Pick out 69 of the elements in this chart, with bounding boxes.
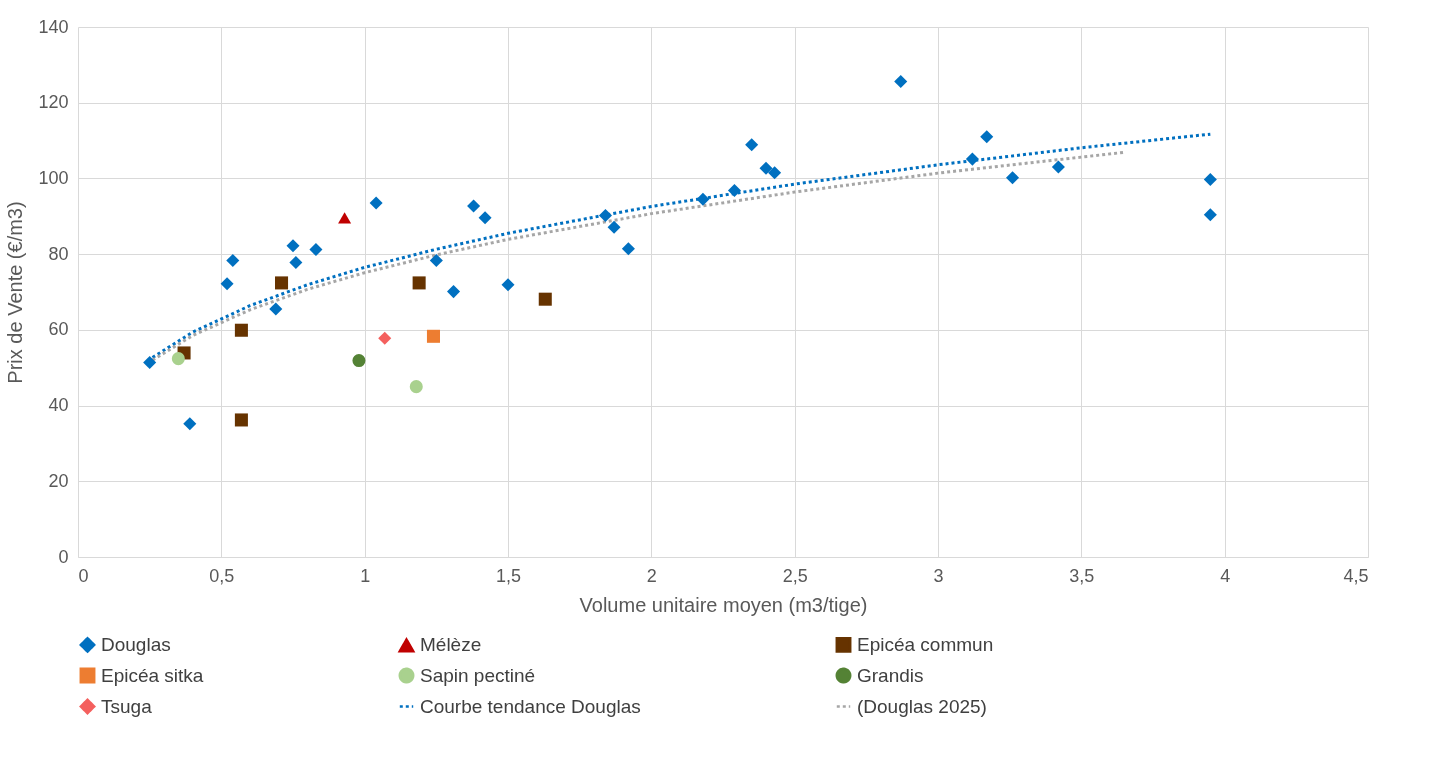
y-tick-label: 100 [38,167,69,188]
x-tick-label: 3,5 [1069,565,1095,586]
y-tick-label: 60 [48,319,69,340]
y-tick-label: 80 [48,243,69,264]
y-tick-label: 120 [38,92,69,113]
point [269,302,283,316]
y-tick-label: 0 [58,546,69,567]
x-tick-label: 4 [1220,565,1231,586]
x-tick-label: 3 [933,565,944,586]
point [1006,171,1020,185]
point [980,130,994,144]
point [696,192,710,206]
point [768,166,782,180]
point [412,276,426,290]
y-tick-label: 20 [48,470,69,491]
x-tick-label: 0 [78,565,89,586]
x-tick-label: 1 [360,565,371,586]
point [429,254,443,268]
point [409,380,423,394]
point [171,352,185,366]
legend-label: Tsuga [101,695,153,717]
point [289,255,303,269]
point [338,212,352,224]
legend-label: Epicéa sitka [101,664,204,686]
point [220,277,234,291]
point [426,329,440,343]
x-tick-label: 2,5 [782,565,808,586]
legend-label: Sapin pectiné [420,664,536,686]
point [598,209,612,223]
legend-label: Mélèze [420,634,482,656]
point [478,211,492,225]
point [226,254,240,268]
point [447,285,461,299]
point [1203,173,1217,187]
y-tick-label: 140 [38,16,69,37]
point [607,220,621,234]
x-axis-title: Volume unitaire moyen (m3/tige) [579,593,868,616]
point [378,331,392,345]
x-tick-label: 0,5 [209,565,235,586]
point [369,196,383,210]
point [894,75,908,89]
point [621,242,635,256]
point [1051,160,1065,174]
point [352,354,366,368]
x-tick-label: 2 [646,565,657,586]
point [727,184,741,198]
x-tick-label: 1,5 [495,565,522,586]
x-tick-label: 4,5 [1343,565,1369,586]
point [759,161,773,175]
legend-label: Courbe tendance Douglas [420,695,641,717]
point [965,152,979,166]
legend-label: (Douglas 2025) [857,695,987,717]
legend-label: Douglas [101,633,171,655]
point [538,292,552,306]
point [234,413,248,427]
legend-label: Epicéa commun [857,633,994,655]
y-tick-label: 40 [48,395,69,416]
point [745,138,759,152]
point [501,278,515,292]
point [143,355,157,369]
point [467,199,481,213]
point [309,243,323,257]
point [183,417,197,431]
y-axis-title: Prix de Vente (€/m3) [4,201,27,384]
point [275,276,289,290]
legend-label: Grandis [857,664,924,686]
point [286,239,300,253]
point [1203,208,1217,222]
point [234,323,248,337]
